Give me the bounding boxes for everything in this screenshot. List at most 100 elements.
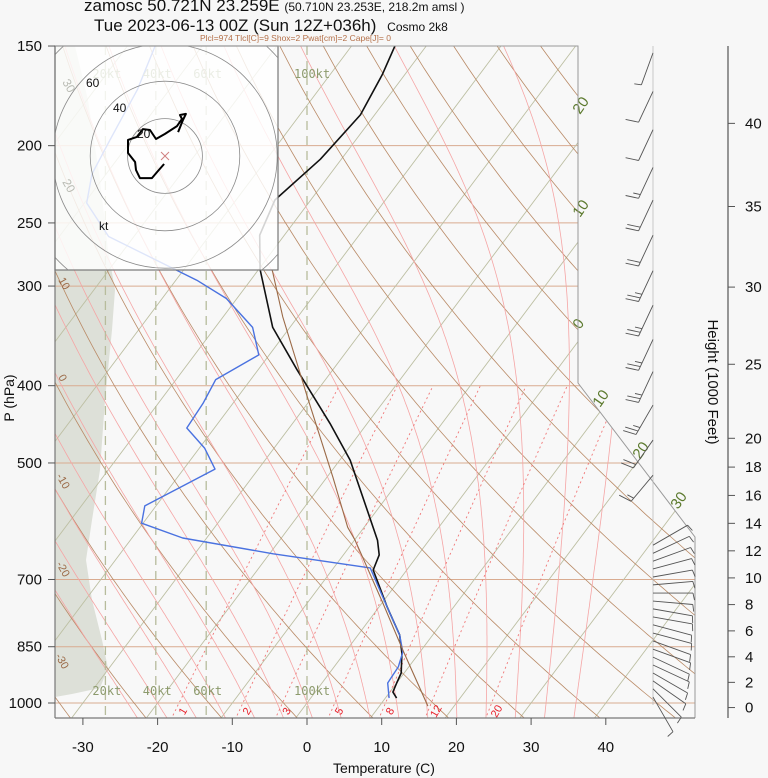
wind-barb	[618, 474, 654, 502]
y-tick-label: 700	[17, 571, 42, 588]
dry-adiabat-line	[55, 46, 148, 718]
isotherm-label: 20	[629, 439, 652, 462]
mixing-ratio-label: 2	[241, 706, 254, 717]
height-tick-label: 8	[745, 597, 753, 614]
moist-adiabat-line	[55, 46, 343, 718]
isotherm-label: 10	[569, 197, 592, 220]
wind-barb	[652, 624, 693, 643]
hodograph-trace	[127, 112, 187, 180]
dry-adiabat-line	[55, 46, 451, 718]
valid-time: Tue 2023-06-13 00Z (Sun 12Z+036h)	[94, 16, 377, 35]
height-tick-label: 6	[745, 623, 753, 640]
wind-barb	[652, 696, 674, 737]
x-axis-title: Temperature (C)	[333, 760, 435, 776]
wind-barb	[625, 167, 654, 199]
wind-barb	[652, 600, 695, 612]
y-tick-label: 400	[17, 378, 42, 395]
moist-adiabat-line	[55, 46, 227, 718]
x-tick-label: -20	[147, 739, 169, 756]
y-tick-label: 1000	[9, 695, 42, 712]
wind-barb	[625, 339, 654, 371]
mixing-ratio-label: 3	[280, 706, 293, 717]
wind-barb	[652, 680, 687, 711]
parcel-profile-line	[271, 269, 429, 707]
dry-adiabat-line	[62, 46, 527, 718]
wind-barb	[652, 524, 693, 546]
adiabat-label: 0	[55, 373, 68, 384]
y-axis-title: P (hPa)	[1, 374, 17, 421]
isotherm-line	[55, 46, 427, 718]
hodograph-ring-label: 60	[86, 76, 100, 90]
mixing-ratio-line	[274, 385, 434, 718]
height-tick-label: 12	[745, 543, 762, 560]
wind-barb	[625, 270, 654, 302]
wind-barb	[625, 129, 654, 161]
height-tick-label: 30	[745, 279, 762, 296]
hodograph-ring	[89, 80, 241, 232]
moist-adiabat-line	[393, 46, 525, 718]
temperature-profile-line	[258, 46, 403, 699]
moist-adiabat-line	[55, 46, 314, 718]
moist-adiabat-line	[503, 46, 570, 718]
speed-scale-label-bottom: 60kt	[193, 684, 222, 698]
y-tick-label: 500	[17, 455, 42, 472]
mixing-ratio-line	[423, 385, 568, 718]
isotherm-line	[55, 46, 502, 718]
x-tick-label: -30	[72, 739, 94, 756]
isotherm-label: 30	[667, 489, 690, 512]
x-tick-label: 30	[523, 739, 540, 756]
wind-barb	[652, 558, 696, 570]
mixing-ratio-label: 12	[428, 703, 445, 720]
moist-adiabat-line	[55, 46, 169, 718]
speed-scale-label-bottom: 100kt	[294, 684, 330, 698]
wind-barb	[652, 608, 694, 624]
dry-adiabat-line	[758, 46, 768, 720]
dry-adiabat-line	[714, 46, 768, 720]
mixing-ratio-label: 1	[177, 706, 190, 717]
x-tick-label: 0	[303, 739, 311, 756]
hodograph-ring	[55, 46, 278, 269]
wind-barb	[652, 632, 693, 651]
mixing-ratio-line	[170, 385, 340, 718]
wind-barb	[652, 656, 690, 682]
height-axis-title: Height (1000 Feet)	[704, 319, 721, 444]
dry-adiabat-line	[236, 46, 695, 718]
dry-adiabat-line	[192, 46, 695, 718]
moist-adiabat-line	[160, 46, 429, 718]
wind-barb	[652, 547, 695, 562]
shaded-region-label: 30	[59, 77, 78, 96]
mixing-ratio-line	[377, 385, 527, 718]
isotherm-line	[518, 46, 695, 718]
height-tick-label: 4	[745, 649, 753, 666]
x-tick-label: -10	[221, 739, 243, 756]
y-tick-label: 300	[17, 278, 42, 295]
wind-barb	[652, 688, 682, 724]
location-detail: (50.710N 23.253E, 218.2m amsl )	[284, 0, 465, 14]
height-tick-label: 10	[745, 570, 762, 587]
dry-adiabat-line	[105, 46, 603, 718]
speed-scale-label-top: 100kt	[294, 67, 330, 81]
wind-barb	[652, 672, 689, 700]
height-tick-label: 25	[745, 356, 762, 373]
mixing-ratio-label: 5	[333, 706, 346, 717]
isotherm-line	[69, 46, 576, 718]
dry-adiabat-line	[322, 46, 695, 718]
moist-adiabat-line	[55, 46, 198, 718]
dry-adiabat-line	[55, 46, 300, 718]
moist-adiabat-line	[55, 46, 256, 718]
y-tick-label: 200	[17, 138, 42, 155]
height-tick-label: 14	[745, 515, 762, 532]
height-tick-label: 20	[745, 430, 762, 447]
hodograph	[55, 46, 278, 270]
station-title: zamosc 50.721N 23.259E (50.710N 23.253E,…	[84, 0, 464, 16]
wind-barb	[652, 648, 692, 670]
height-tick-label: 16	[745, 487, 762, 504]
y-tick-label: 850	[17, 639, 42, 656]
isotherm-line	[592, 46, 695, 718]
wind-barb	[652, 580, 696, 589]
wind-barb	[652, 592, 695, 601]
wind-barb	[625, 304, 654, 337]
wind-barb	[652, 535, 694, 554]
hodograph-ring	[127, 118, 203, 194]
